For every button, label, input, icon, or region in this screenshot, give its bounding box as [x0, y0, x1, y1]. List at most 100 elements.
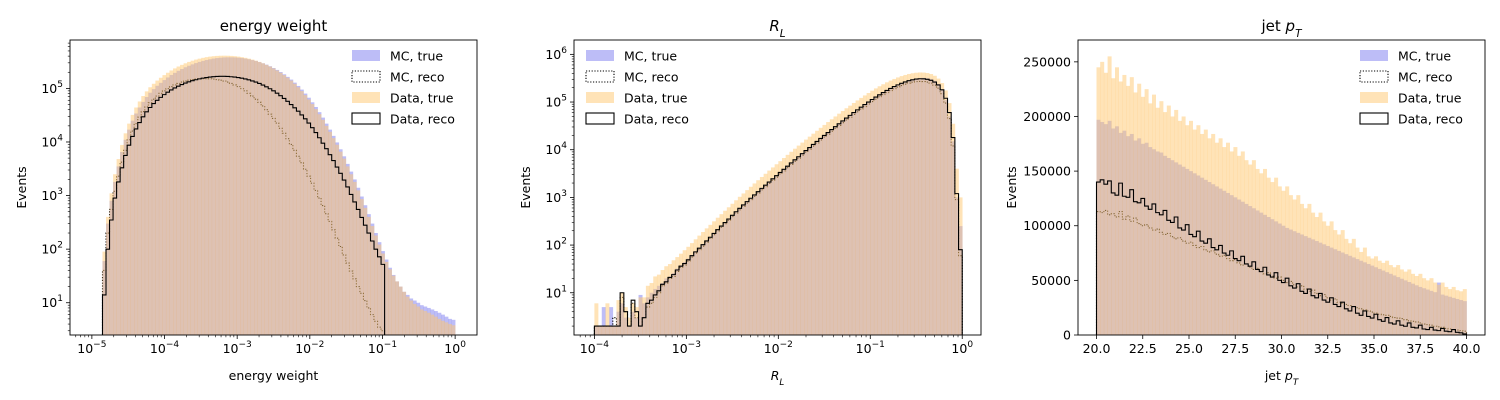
histogram-bar [299, 91, 304, 335]
histogram-bar [616, 300, 621, 335]
legend-swatch [352, 50, 380, 61]
histogram-bar [645, 285, 650, 335]
histogram-bar [1270, 182, 1275, 335]
histogram-bar [1344, 238, 1349, 335]
histogram-bar [123, 133, 128, 335]
legend-swatch [585, 70, 615, 83]
histogram-bar [388, 269, 392, 335]
histogram-bar [943, 90, 948, 335]
plot-area [1095, 56, 1468, 335]
histogram-bar [690, 243, 695, 335]
histogram-bar [1399, 269, 1404, 335]
legend: MC, true MC, reco Data, true Data, reco [585, 49, 689, 127]
legend-label: Data, reco [624, 112, 689, 127]
histogram-bar [1144, 89, 1149, 335]
histogram-bar [271, 68, 276, 335]
histogram-bar [1433, 282, 1438, 335]
histogram-bar [289, 80, 294, 335]
histogram-bar [1226, 142, 1230, 335]
histogram-bar [377, 244, 382, 335]
histogram-bar [884, 82, 889, 335]
histogram-bar [1403, 271, 1408, 335]
histogram-bar [1414, 276, 1419, 335]
x-tick-label: 25.0 [1175, 341, 1203, 356]
series-data-true [102, 55, 456, 335]
histogram-bar [1411, 273, 1415, 335]
histogram-bar [903, 74, 908, 335]
histogram-bar [601, 326, 606, 335]
histogram-bar [165, 72, 170, 335]
histogram-bar [423, 311, 428, 335]
histogram-bar [113, 174, 117, 335]
histogram-bar [826, 122, 831, 335]
histogram-bar [1159, 101, 1164, 335]
histogram-bar [296, 87, 301, 335]
histogram-bar [236, 56, 241, 335]
histogram-bar [734, 200, 739, 335]
histogram-bar [240, 57, 244, 335]
legend: MC, true MC, reco Data, true Data, reco [351, 49, 455, 127]
histogram-bar [194, 59, 199, 335]
legend-swatch [351, 70, 381, 83]
histogram-bar [1126, 85, 1131, 335]
histogram-bar [1248, 164, 1253, 335]
legend-label: Data, true [624, 91, 688, 106]
histogram-bar [1266, 177, 1271, 335]
histogram-bar [292, 83, 297, 335]
histogram-bar [671, 260, 676, 335]
histogram-bar [1233, 147, 1238, 335]
histogram-bar [653, 276, 658, 335]
histogram-bar [1133, 92, 1138, 335]
legend-label: Data, reco [390, 112, 455, 127]
histogram-bar [328, 131, 333, 335]
histogram-bar [1255, 168, 1260, 335]
histogram-bar [1203, 129, 1208, 335]
histogram-bar [352, 181, 357, 335]
histogram-bar [1103, 72, 1108, 335]
histogram-bar [870, 90, 875, 335]
histogram-bar [412, 303, 417, 335]
histogram-bar [282, 75, 287, 335]
histogram-bar [1140, 96, 1145, 335]
histogram-bar [951, 123, 956, 335]
histogram-bar [141, 96, 146, 335]
x-tick-label: 10−1 [368, 340, 397, 356]
histogram-bar [433, 316, 438, 335]
x-tick-label: 10−2 [295, 340, 324, 356]
y-tick-label: 150000 [1023, 164, 1071, 179]
histogram-bar [426, 312, 431, 335]
histogram-bar [1274, 177, 1279, 335]
x-tick-label: 22.5 [1129, 341, 1157, 356]
histogram-bar [947, 103, 952, 335]
histogram-bar [441, 320, 445, 335]
histogram-bar [116, 159, 121, 335]
histogram-bar [954, 168, 959, 335]
series-data-reco [101, 75, 386, 335]
series-data-reco [1095, 179, 1468, 335]
histogram-bar [451, 325, 456, 335]
x-tick-label: 100 [951, 340, 973, 356]
histogram-bar [601, 307, 606, 335]
series-data-reco [593, 78, 963, 335]
histogram-bar [1277, 186, 1282, 335]
histogram-bar [1429, 278, 1434, 335]
y-tick-label: 100000 [1023, 218, 1071, 233]
histogram-bar [1440, 282, 1445, 335]
histogram-bar [778, 161, 783, 335]
histogram-bar [675, 257, 680, 335]
y-tick-label: 105 [41, 80, 63, 96]
histogram-bar [1311, 212, 1316, 335]
histogram-bar [704, 228, 709, 335]
histogram-bar [1329, 221, 1334, 335]
histogram-bar [1292, 199, 1297, 335]
histogram-bar [598, 326, 603, 335]
y-axis-label: Events [1004, 166, 1019, 208]
histogram-bar [314, 109, 318, 335]
histogram-bar [1281, 190, 1286, 335]
histogram-bar [785, 154, 790, 335]
histogram-bar [261, 63, 266, 335]
histogram-bar [324, 125, 329, 335]
histogram-bar [1229, 151, 1234, 335]
histogram-bar [197, 58, 202, 335]
